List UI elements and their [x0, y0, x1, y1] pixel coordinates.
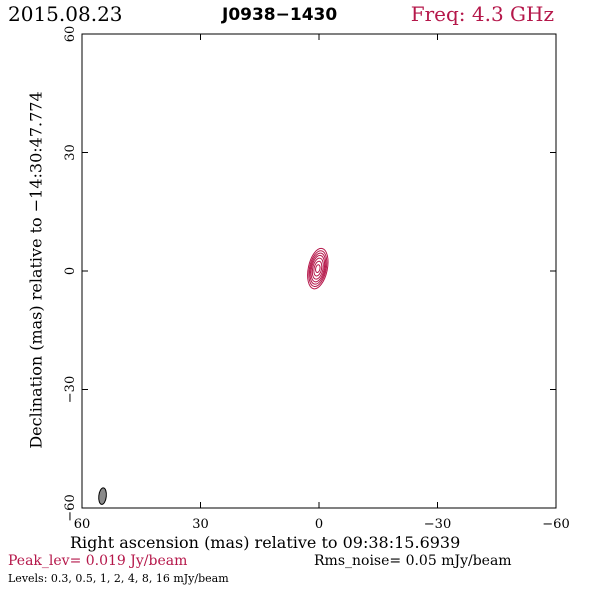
- x-tick-label: 60: [74, 517, 91, 532]
- beam-ellipse-group: [98, 487, 107, 505]
- contour-4mJy: [311, 257, 324, 280]
- y-tick-label: −30: [63, 376, 78, 403]
- x-axis-label: Right ascension (mas) relative to 09:38:…: [70, 533, 461, 552]
- y-tick-label: 30: [63, 144, 78, 161]
- source-contours: [307, 247, 329, 290]
- peak-level: Peak_lev= 0.019 Jy/beam: [8, 553, 188, 569]
- source-name: J0938−1430: [222, 5, 338, 25]
- rms-noise: Rms_noise= 0.05 mJy/beam: [314, 553, 512, 569]
- axis-ticks: [81, 33, 557, 509]
- y-tick-label: −60: [63, 494, 78, 521]
- x-tick-label: 30: [192, 517, 209, 532]
- observation-date: 2015.08.23: [8, 2, 123, 26]
- y-tick-label: 60: [63, 26, 78, 43]
- x-tick-label: −60: [542, 517, 569, 532]
- x-tick-label: 0: [315, 517, 323, 532]
- contour-0.3mJy: [307, 247, 329, 290]
- y-tick-label: 0: [63, 267, 78, 275]
- contour-0.5mJy: [308, 250, 328, 287]
- x-tick-label: −30: [424, 517, 451, 532]
- frequency-label: Freq: 4.3 GHz: [410, 2, 554, 26]
- contour-1mJy: [309, 252, 327, 285]
- contour-16mJy: [315, 264, 321, 274]
- beam-ellipse: [98, 487, 107, 505]
- y-axis-label: Declination (mas) relative to −14:30:47.…: [26, 91, 46, 449]
- contour-levels: Levels: 0.3, 0.5, 1, 2, 4, 8, 16 mJy/bea…: [8, 572, 229, 585]
- contour-2mJy: [310, 254, 326, 283]
- contour-8mJy: [313, 260, 323, 277]
